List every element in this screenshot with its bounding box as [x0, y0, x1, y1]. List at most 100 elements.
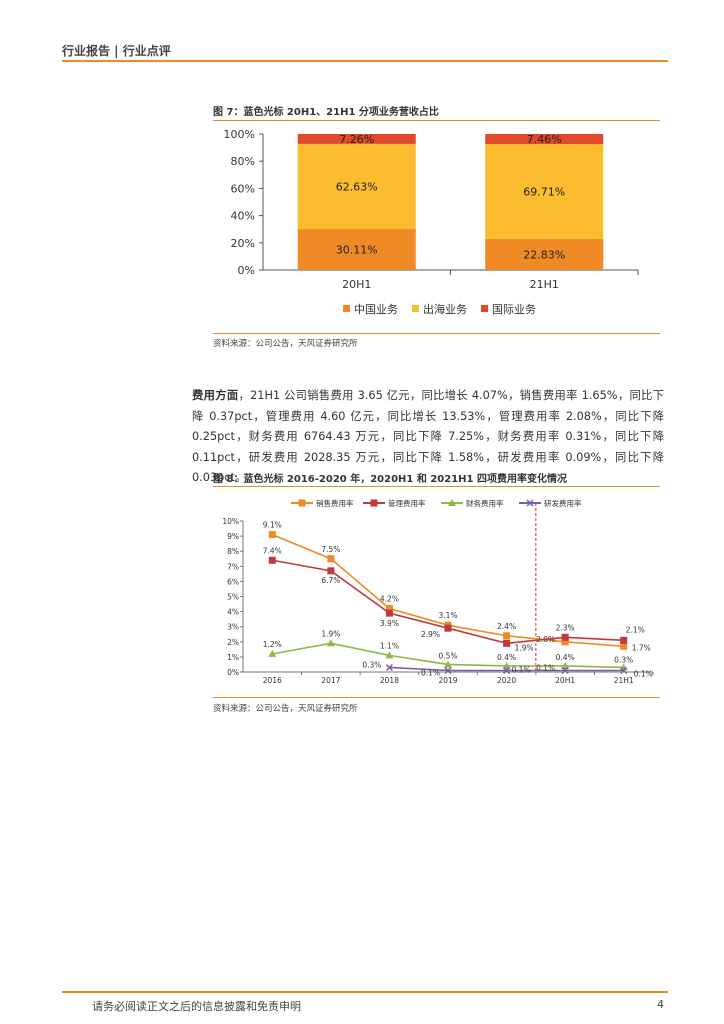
data-label: 0.4% — [497, 653, 516, 662]
data-label: 1.9% — [515, 643, 534, 652]
data-label: 7.5% — [321, 545, 340, 554]
bar-data-label: 30.11% — [336, 244, 378, 257]
y-tick-label: 100% — [224, 128, 255, 141]
data-label: 0.3% — [614, 655, 633, 664]
data-label: 1.9% — [321, 629, 340, 638]
y-tick-label: 4% — [227, 608, 239, 617]
y-tick-label: 0% — [238, 264, 255, 277]
expense-paragraph: 费用方面，21H1 公司销售费用 3.65 亿元，同比增长 4.07%，销售费用… — [192, 386, 664, 489]
y-tick-label: 60% — [231, 182, 255, 195]
data-point — [561, 661, 570, 669]
data-label: 1.1% — [380, 641, 399, 650]
legend-swatch — [412, 305, 419, 312]
legend-marker — [370, 499, 378, 507]
line-chart: 0% 1% 2% 3% 4% 5% 6% 7% 8% 9% 10% 2016 2017 2018 2019 2… — [222, 498, 654, 685]
data-point — [444, 666, 452, 675]
footer-disclaimer: 请务必阅读正文之后的信息披露和免责申明 — [92, 1000, 301, 1013]
y-tick-label: 10% — [222, 517, 239, 526]
figure-8-source: 资料来源：公司公告，天风证券研究所 — [213, 704, 358, 714]
legend-marker — [526, 499, 534, 507]
legend-label: 财务费用率 — [466, 498, 504, 508]
data-point — [268, 556, 276, 564]
data-point — [326, 639, 335, 647]
legend-label: 管理费用率 — [388, 498, 426, 508]
bar-data-label: 62.63% — [336, 180, 378, 193]
series-3: 1.2% 1.9% 1.1% 0.5% 0.4% 0.4% 0.3% — [263, 629, 633, 671]
data-label: 1.2% — [263, 640, 282, 649]
data-point — [620, 642, 628, 650]
data-label: 9.1% — [263, 521, 282, 530]
bar-segment — [485, 238, 604, 270]
x-tick-label: 2020 — [497, 676, 516, 685]
data-label: 3.1% — [438, 611, 457, 620]
page-number: 4 — [657, 998, 664, 1011]
data-point — [502, 661, 511, 669]
figure-8-title-divider — [213, 486, 660, 487]
bar-segment — [485, 134, 604, 145]
legend-label: 销售费用率 — [316, 498, 354, 508]
data-point — [385, 663, 393, 672]
data-point — [561, 633, 569, 641]
data-point — [268, 649, 277, 657]
series-2: 7.4% 6.7% 3.9% 2.9% 1.9% 2.3% 2.1% — [263, 546, 645, 652]
data-point — [385, 609, 393, 617]
data-point — [444, 624, 452, 632]
x-tick-label: 21H1 — [614, 676, 634, 685]
data-label: 2.9% — [421, 630, 440, 639]
x-tick-label: 20H1 — [555, 676, 575, 685]
x-tick-label: 2017 — [321, 676, 340, 685]
bar-segment — [297, 229, 416, 270]
data-point — [268, 531, 276, 539]
y-tick-label: 8% — [227, 547, 239, 556]
bar-segment — [485, 144, 604, 239]
figure-8-title: 图 8：蓝色光标 2016-2020 年，2020H1 和 2021H1 四项费… — [213, 474, 567, 485]
data-point — [620, 666, 628, 675]
data-label: 2.3% — [556, 623, 575, 632]
x-tick-label: 2016 — [263, 676, 282, 685]
data-point — [503, 639, 511, 647]
series-4: 0.3% 0.1% 0.1% 0.1% 0.1% — [362, 660, 652, 678]
legend-marker — [448, 499, 456, 506]
data-label: 1.7% — [632, 643, 651, 652]
data-label: 0.1% — [421, 668, 440, 677]
data-point — [620, 636, 628, 644]
data-label: 7.4% — [263, 546, 282, 555]
data-label: 6.7% — [321, 576, 340, 585]
data-point — [444, 660, 452, 668]
x-tick-label: 2019 — [438, 676, 457, 685]
stacked-bar-chart: 0% 20% 40% 60% 80% 100% 30.11% 62.63% 7.26% 20H1 2… — [224, 128, 639, 316]
y-tick-label: 20% — [231, 237, 255, 250]
data-point — [561, 638, 569, 646]
x-tick-label: 21H1 — [530, 278, 559, 291]
footer-divider — [62, 991, 668, 993]
bar-segment — [297, 143, 416, 230]
data-label: 3.9% — [380, 619, 399, 628]
report-header: 行业报告 | 行业点评 — [62, 44, 171, 58]
data-label: 0.5% — [438, 651, 457, 660]
y-tick-label: 40% — [231, 210, 255, 223]
legend-swatch — [343, 305, 350, 312]
legend-label: 中国业务 — [354, 303, 398, 316]
bar-data-label: 7.46% — [527, 133, 562, 146]
y-tick-label: 6% — [227, 577, 239, 586]
data-label: 0.1% — [536, 663, 555, 672]
legend-label: 出海业务 — [423, 302, 467, 316]
data-label: 2.4% — [497, 622, 516, 631]
data-label: 0.1% — [512, 665, 531, 674]
figure-7-source: 资料来源：公司公告，天风证券研究所 — [213, 339, 358, 349]
x-tick-label: 2018 — [380, 676, 399, 685]
bar-segment — [297, 134, 416, 144]
data-point — [503, 632, 511, 640]
y-tick-label: 80% — [231, 155, 255, 168]
data-point — [503, 666, 511, 675]
bar-data-label: 7.26% — [339, 133, 374, 146]
data-point — [385, 651, 394, 659]
y-tick-label: 9% — [227, 532, 239, 541]
legend-label: 国际业务 — [492, 303, 536, 316]
y-tick-label: 0% — [227, 668, 239, 677]
figure-7-title: 图 7：蓝色光标 20H1、21H1 分项业务营收占比 — [213, 107, 439, 118]
figure-7-source-divider — [213, 333, 660, 334]
paragraph-lead: 费用方面 — [192, 389, 239, 402]
data-label: 4.2% — [380, 595, 399, 604]
paragraph-body: ，21H1 公司销售费用 3.65 亿元，同比增长 4.07%，销售费用率 1.… — [192, 389, 664, 484]
